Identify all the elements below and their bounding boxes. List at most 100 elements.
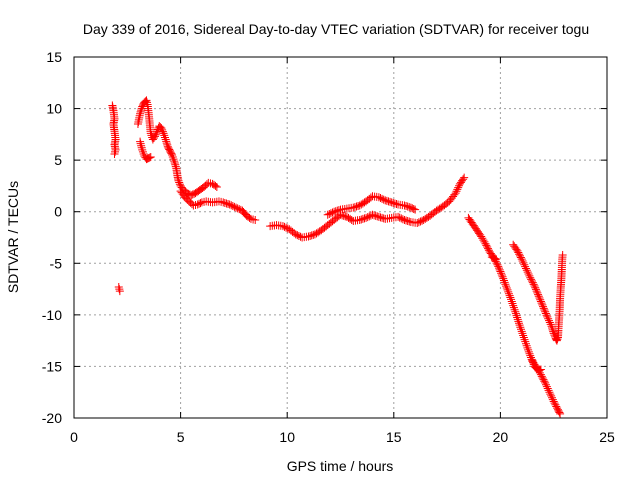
x-tick-label: 20 <box>493 429 509 445</box>
data-point-plus <box>294 231 303 240</box>
data-point-plus <box>280 222 289 231</box>
data-point-plus <box>374 193 383 202</box>
data-point-plus <box>224 199 233 208</box>
data-point-plus <box>516 323 525 332</box>
data-point-plus <box>545 318 554 327</box>
data-point-plus <box>509 301 518 310</box>
data-point-plus <box>520 260 529 269</box>
data-point-plus <box>536 365 545 374</box>
data-point-plus <box>151 132 160 141</box>
data-point-plus <box>482 241 491 250</box>
data-point-plus <box>189 201 198 210</box>
data-point-plus <box>400 215 409 224</box>
data-point-plus <box>304 232 313 241</box>
data-point-plus <box>502 282 511 291</box>
data-point-plus <box>278 222 287 231</box>
chart-title: Day 339 of 2016, Sidereal Day-to-day VTE… <box>83 21 589 37</box>
data-point-plus <box>506 293 515 302</box>
data-point-plus <box>551 400 560 409</box>
data-point-plus <box>136 137 145 146</box>
data-point-plus <box>162 137 171 146</box>
data-point-plus <box>149 133 158 142</box>
data-point-plus <box>409 204 418 213</box>
data-point-plus <box>366 193 375 202</box>
data-point-plus <box>532 287 541 296</box>
data-point-plus <box>477 232 486 241</box>
tick-labels: 0 5 10 15 20 25 -20 -15 -10 -5 0 5 10 15 <box>42 49 615 445</box>
data-point-plus <box>526 351 535 360</box>
data-point-plus <box>390 199 399 208</box>
data-point-plus <box>246 214 255 223</box>
data-point-plus <box>139 149 148 158</box>
data-point-plus <box>306 231 315 240</box>
data-point-plus <box>535 294 544 303</box>
data-point-plus <box>460 173 469 182</box>
data-point-plus <box>197 198 206 207</box>
plot-frame <box>73 56 608 419</box>
data-point-plus <box>452 187 461 196</box>
data-point-plus <box>228 202 237 211</box>
data-point-plus <box>384 197 393 206</box>
data-point-plus <box>232 203 241 212</box>
data-point-plus <box>413 219 422 228</box>
data-point-plus <box>137 143 146 152</box>
data-point-plus <box>352 202 361 211</box>
data-point-plus <box>158 125 167 134</box>
data-point-plus <box>509 303 518 312</box>
data-point-plus <box>191 201 200 210</box>
data-point-plus <box>416 217 425 226</box>
data-point-plus <box>350 203 359 212</box>
data-point-plus <box>389 198 398 207</box>
data-point-plus <box>358 214 367 223</box>
data-point-plus <box>411 205 420 214</box>
data-point-plus <box>518 329 527 338</box>
data-point-plus <box>543 384 552 393</box>
data-point-plus <box>514 319 523 328</box>
data-point-plus <box>497 269 506 278</box>
data-point-plus <box>546 320 555 329</box>
data-point-plus <box>544 314 553 323</box>
data-point-plus <box>137 141 146 150</box>
data-point-plus <box>547 322 556 331</box>
data-point-plus <box>546 390 555 399</box>
data-point-plus <box>540 377 549 386</box>
data-point-plus <box>502 284 511 293</box>
data-point-plus <box>379 195 388 204</box>
data-point-plus <box>501 280 510 289</box>
data-point-plus <box>527 275 536 284</box>
data-point-plus <box>495 265 504 274</box>
data-point-plus <box>512 245 521 254</box>
data-point-plus <box>371 211 380 220</box>
data-point-plus <box>483 242 492 251</box>
data-point-plus <box>307 231 316 240</box>
data-point-plus <box>386 197 395 206</box>
data-point-plus <box>251 215 260 224</box>
data-point-plus <box>515 321 524 330</box>
y-tick-label: -20 <box>42 410 62 426</box>
data-point-plus <box>525 271 534 280</box>
data-point-plus <box>110 149 119 158</box>
data-point-plus <box>435 204 444 213</box>
data-point-plus <box>512 311 521 320</box>
x-axis-label: GPS time / hours <box>287 458 394 474</box>
data-point-plus <box>547 391 556 400</box>
data-point-plus <box>160 131 169 140</box>
data-point-plus <box>499 274 508 283</box>
data-point-plus <box>235 205 244 214</box>
data-point-plus <box>513 246 522 255</box>
data-point-plus <box>374 212 383 221</box>
data-point-plus <box>526 273 535 282</box>
data-point-plus <box>523 268 532 277</box>
data-point-plus <box>378 213 387 222</box>
data-point-plus <box>357 200 366 209</box>
x-tick-label: 0 <box>70 429 78 445</box>
y-tick-label: -5 <box>50 255 63 271</box>
data-point-plus <box>355 201 364 210</box>
data-point-plus <box>354 202 363 211</box>
data-point-plus <box>539 304 548 313</box>
data-point-plus <box>538 373 547 382</box>
data-point-plus <box>534 292 543 301</box>
data-point-plus <box>496 267 505 276</box>
data-point-plus <box>334 206 343 215</box>
data-point-plus <box>479 236 488 245</box>
